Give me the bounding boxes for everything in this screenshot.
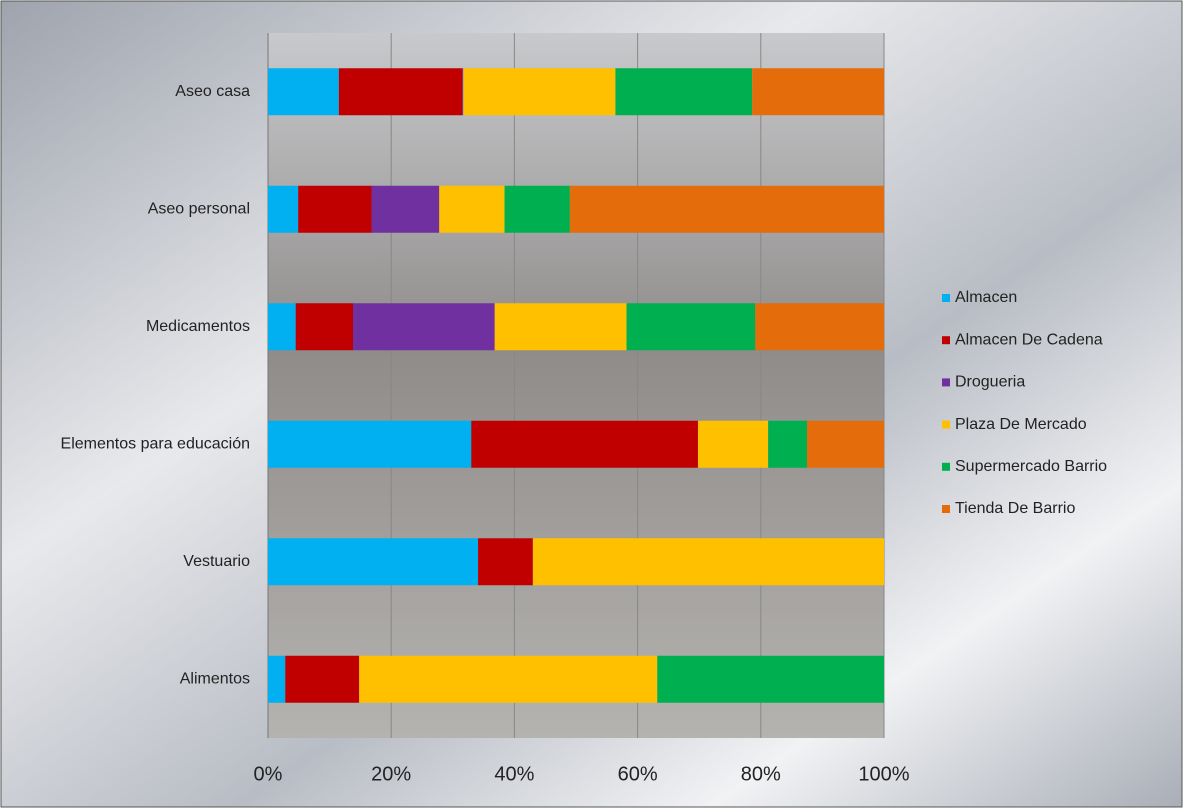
- x-tick-label: 40%: [494, 763, 534, 785]
- bar-segment: [371, 185, 440, 233]
- bar-segment: [807, 420, 884, 468]
- bar-segment: [471, 420, 698, 468]
- bar-segment: [569, 185, 884, 233]
- bar-segment: [359, 655, 658, 703]
- legend-swatch: [942, 462, 950, 471]
- legend-swatch: [942, 505, 950, 513]
- bar-segment: [768, 420, 807, 468]
- bar-segment: [268, 68, 339, 116]
- bar-segment: [494, 303, 627, 351]
- bar-segment: [626, 303, 756, 351]
- bar-segment: [285, 655, 360, 703]
- x-tick-label: 100%: [858, 763, 909, 785]
- bar-segment: [268, 420, 472, 468]
- x-tick-label: 20%: [371, 763, 411, 785]
- legend-label: Almacen De Cadena: [955, 331, 1103, 348]
- bar-segment: [697, 420, 769, 468]
- x-tick-label: 60%: [618, 763, 658, 785]
- bar-segment: [532, 538, 884, 586]
- x-tick-label: 0%: [254, 763, 283, 785]
- legend-swatch: [942, 420, 950, 429]
- legend-label: Drogueria: [955, 374, 1025, 391]
- bar-segment: [439, 185, 505, 233]
- plot-area: [268, 33, 884, 738]
- y-tick-label: Aseo personal: [148, 200, 250, 217]
- y-tick-label: Alimentos: [180, 670, 250, 687]
- y-tick-label: Aseo casa: [175, 83, 250, 100]
- bar-segment: [298, 185, 372, 233]
- bar-segment: [615, 68, 753, 116]
- bar-segment: [657, 655, 884, 703]
- legend-swatch: [942, 378, 950, 387]
- legend-label: Almacen: [955, 289, 1017, 306]
- legend-label: Tienda De Barrio: [955, 500, 1075, 517]
- bar-segment: [268, 185, 299, 233]
- bar-segment: [504, 185, 570, 233]
- bar-segment: [338, 68, 463, 116]
- legend-swatch: [942, 336, 950, 345]
- y-tick-label: Elementos para educación: [61, 435, 250, 452]
- bar-segment: [462, 68, 464, 116]
- bar-segment: [752, 68, 884, 116]
- y-tick-label: Vestuario: [183, 553, 250, 570]
- bar-segment: [268, 303, 296, 351]
- bar-segment: [353, 303, 495, 351]
- legend-label: Plaza De Mercado: [955, 416, 1087, 433]
- legend-swatch: [942, 294, 950, 302]
- legend-label: Supermercado Barrio: [955, 458, 1107, 475]
- y-tick-label: Medicamentos: [146, 318, 250, 335]
- bar-segment: [478, 538, 533, 586]
- bar-segment: [295, 303, 354, 351]
- bar-segment: [463, 68, 616, 116]
- bar-segment: [268, 538, 479, 586]
- bar-segment: [268, 655, 286, 703]
- x-tick-label: 80%: [741, 763, 781, 785]
- bar-segment: [755, 303, 884, 351]
